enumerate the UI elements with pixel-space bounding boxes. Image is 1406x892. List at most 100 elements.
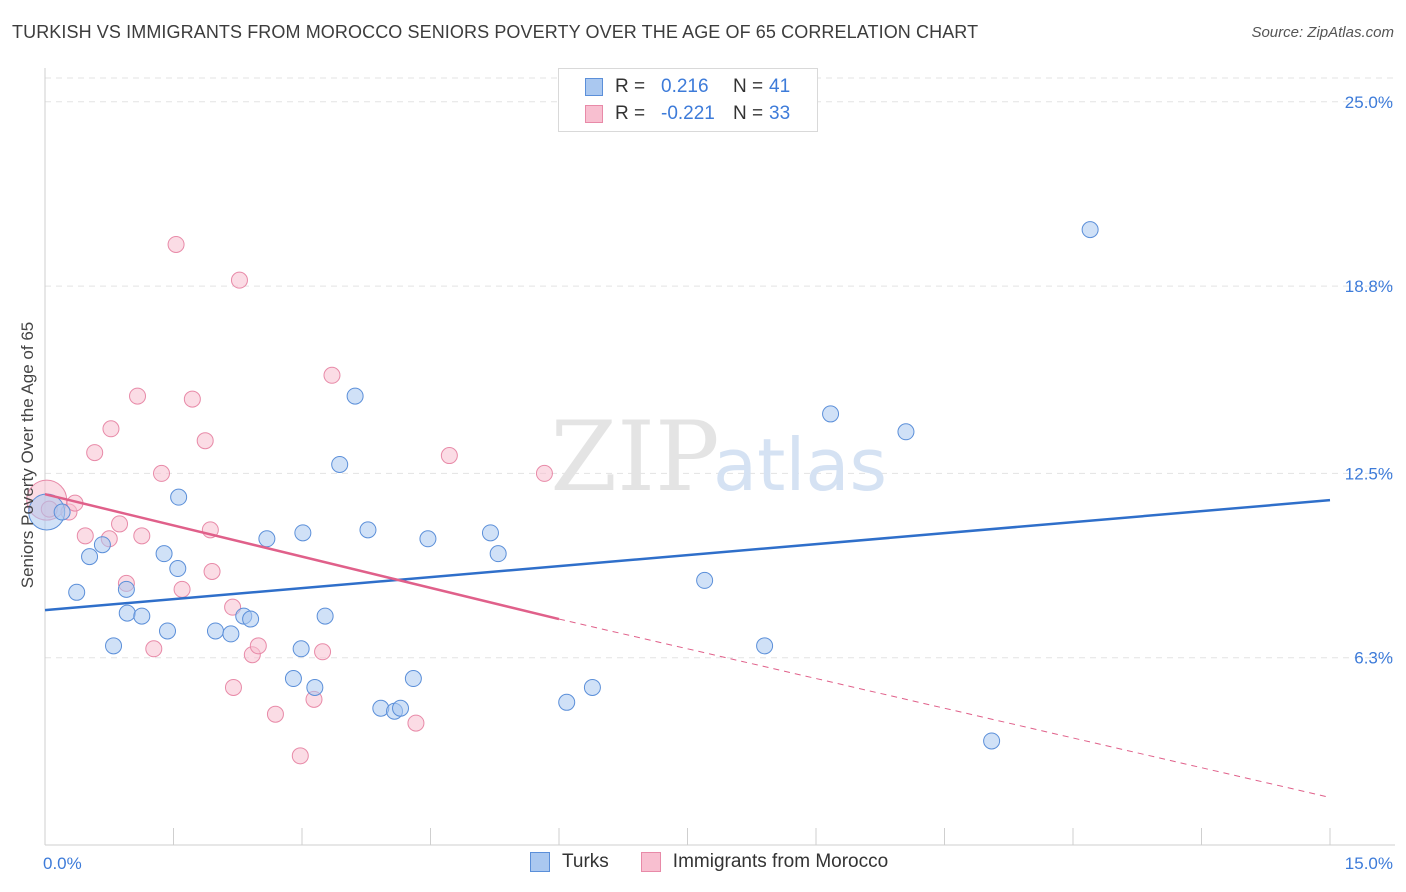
turks-point [897,423,915,441]
turks-point [558,693,576,711]
legend-n-value: 41 [769,76,791,97]
turks-point [359,521,377,539]
watermark: ZIP atlas [550,401,887,513]
morocco-point [314,643,332,661]
turks-point [105,637,123,655]
turks-point [258,530,276,548]
series-legend: Turks Immigrants from Morocco [530,851,920,873]
legend-item-turks[interactable]: Turks [530,851,609,873]
turks-point [242,610,260,628]
legend-n-label: N = [733,76,764,97]
axes [44,68,1395,846]
morocco-point [173,580,191,598]
turks-point [756,637,774,655]
turks-point [983,732,1001,750]
turks-point [489,545,507,563]
turks-point [169,560,187,578]
x-tick-label: 0.0% [43,854,82,873]
turks-point [159,622,177,640]
y-axis-label: Seniors Poverty Over the Age of 65 [18,322,37,588]
series-turks-points [28,221,1099,750]
turks-point [284,670,302,688]
legend-r-value: -0.221 [661,103,715,124]
legend-r-label: R = [615,103,646,124]
turks-point [419,530,437,548]
turks-point [155,545,173,563]
turks-point [392,699,410,717]
trend-lines [44,492,1331,798]
turks-point [117,580,135,598]
morocco-point [183,390,201,408]
morocco-point [111,515,129,533]
legend-item-morocco[interactable]: Immigrants from Morocco [640,851,889,873]
turks-point [222,625,240,643]
tick-labels: 6.3% 12.5% 18.8% 25.0% 0.0% 15.0% [43,93,1393,873]
turks-point [292,640,310,658]
x-tick-label: 15.0% [1345,854,1393,873]
morocco-point [249,637,267,655]
morocco-point [535,464,553,482]
legend-label-morocco: Immigrants from Morocco [672,851,889,872]
morocco-point [129,387,147,405]
morocco-trend-line [44,492,560,621]
turks-point [68,583,86,601]
turks-point [170,488,188,506]
y-tick-label: 18.8% [1345,277,1393,296]
morocco-point [102,420,120,438]
morocco-point [153,464,171,482]
turks-point [404,670,422,688]
legend-row-turks: R = 0.216 N = 41 [585,75,790,99]
morocco-point [291,747,309,765]
turks-point [822,405,840,423]
morocco-point [133,527,151,545]
morocco-point [323,366,341,384]
correlation-legend: R = 0.216 N = 41 R = -0.221 N = 33 [558,68,818,132]
morocco-point [230,271,248,289]
legend-swatch-turks [530,852,550,872]
legend-r-label: R = [615,76,646,97]
morocco-point [224,598,242,616]
morocco-point [86,444,104,462]
legend-swatch-turks [585,78,603,96]
turks-point [372,699,390,717]
morocco-point [440,447,458,465]
morocco-point [145,640,163,658]
turks-point [306,678,324,696]
turks-point [133,607,151,625]
turks-point [93,536,111,554]
morocco-point [76,527,94,545]
source-label: Source: ZipAtlas.com [1251,24,1394,41]
turks-point [331,455,349,473]
turks-point [53,503,71,521]
turks-point [481,524,499,542]
turks-point [583,678,601,696]
legend-swatch-morocco [585,105,603,123]
gridlines [45,77,1395,659]
y-tick-label: 12.5% [1345,464,1393,483]
legend-label-turks: Turks [562,851,609,872]
legend-r-value: 0.216 [661,76,709,97]
turks-point [1081,221,1099,239]
turks-point [316,607,334,625]
legend-n-label: N = [733,103,764,124]
turks-point [696,571,714,589]
chart-title: TURKISH VS IMMIGRANTS FROM MOROCCO SENIO… [12,22,979,42]
morocco-point [167,235,185,253]
legend-swatch-morocco [640,852,661,872]
turks-point [346,387,364,405]
turks-point [206,622,224,640]
y-tick-label: 6.3% [1354,649,1393,668]
legend-n-value: 33 [769,103,791,124]
legend-row-morocco: R = -0.221 N = 33 [585,102,790,126]
turks-point [294,524,312,542]
turks-point [118,604,136,622]
watermark-zip: ZIP [550,401,719,513]
morocco-point [196,432,214,450]
morocco-point [407,714,425,732]
morocco-trend-extension [558,618,1331,798]
watermark-atlas: atlas [713,423,887,507]
morocco-point [224,678,242,696]
turks-point [81,548,99,566]
morocco-point [203,562,221,580]
